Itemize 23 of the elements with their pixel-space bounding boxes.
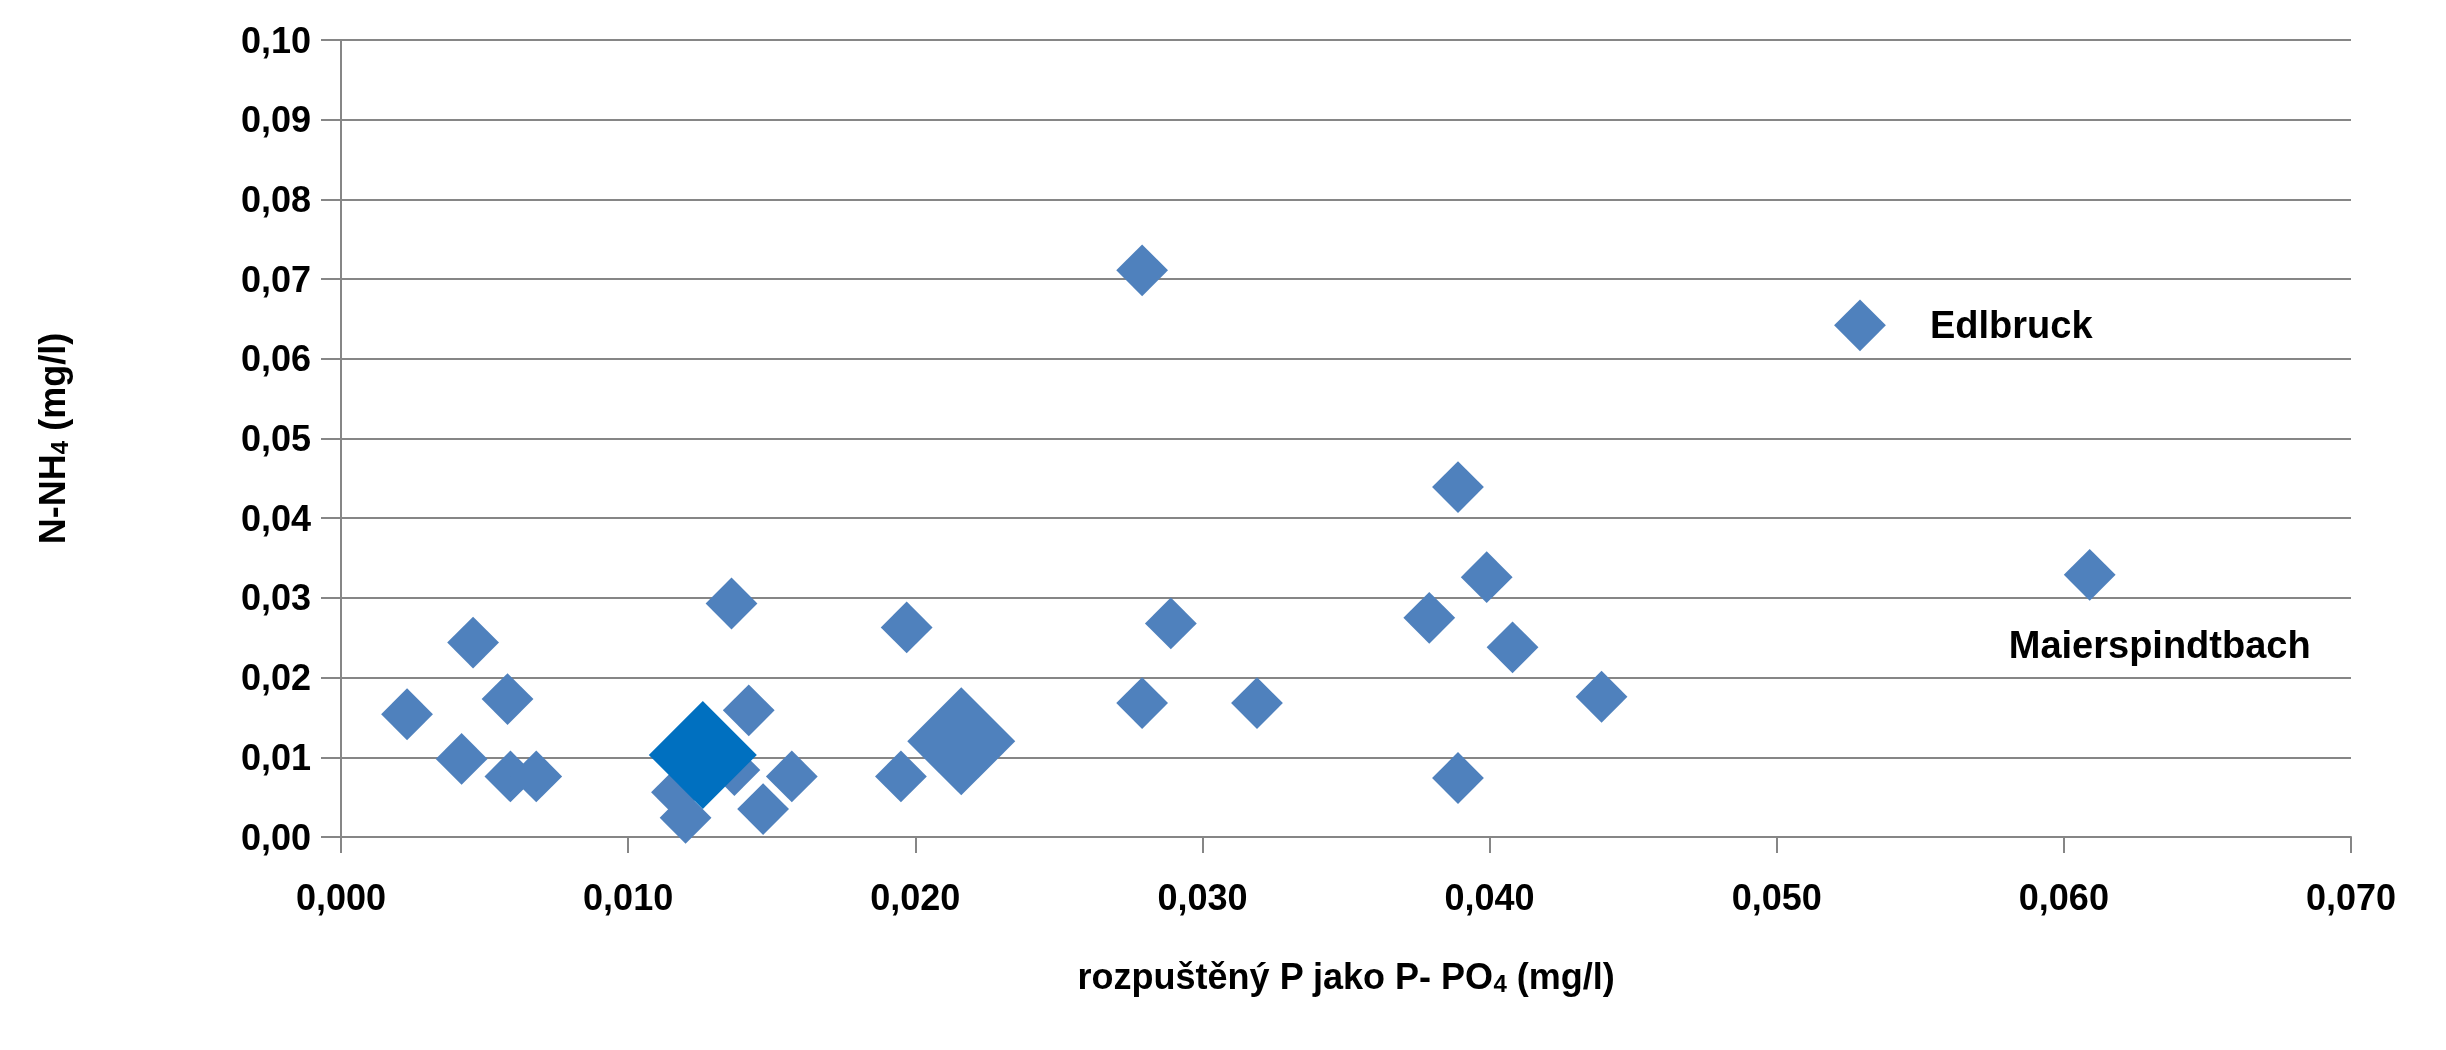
- y-tick-label: 0,05: [240, 418, 311, 459]
- annotation: Edlbruck: [1929, 304, 2094, 347]
- x-tick-label: 0,070: [2305, 876, 2397, 918]
- x-axis-title: rozpuštěný P jako P- PO4 (mg/l): [1077, 955, 1615, 997]
- y-tick-label: 0,10: [240, 19, 311, 61]
- y-tick-label: 0,07: [240, 258, 311, 300]
- y-tick-label: 0,04: [240, 497, 311, 539]
- y-axis-title: N-NH4 (mg/l): [31, 332, 73, 545]
- y-tick-label: 0,06: [240, 338, 311, 380]
- x-tick-label: 0,060: [2018, 876, 2109, 918]
- y-tick-label: 0,00: [240, 816, 311, 858]
- y-tick-label: 0,08: [240, 178, 311, 220]
- x-tick-label: 0,030: [1157, 876, 1248, 918]
- x-tick-label: 0,040: [1444, 876, 1535, 918]
- y-tick-label: 0,03: [240, 577, 311, 619]
- y-tick-label: 0,02: [240, 657, 311, 699]
- x-tick-label: 0,020: [870, 876, 961, 918]
- annotation: Maierspindtbach: [2008, 623, 2311, 666]
- x-tick-label: 0,000: [295, 876, 387, 918]
- x-tick-label: 0,050: [1731, 876, 1822, 918]
- y-tick-label: 0,01: [240, 736, 311, 778]
- x-tick-label: 0,010: [583, 876, 674, 918]
- y-tick-label: 0,09: [240, 99, 311, 141]
